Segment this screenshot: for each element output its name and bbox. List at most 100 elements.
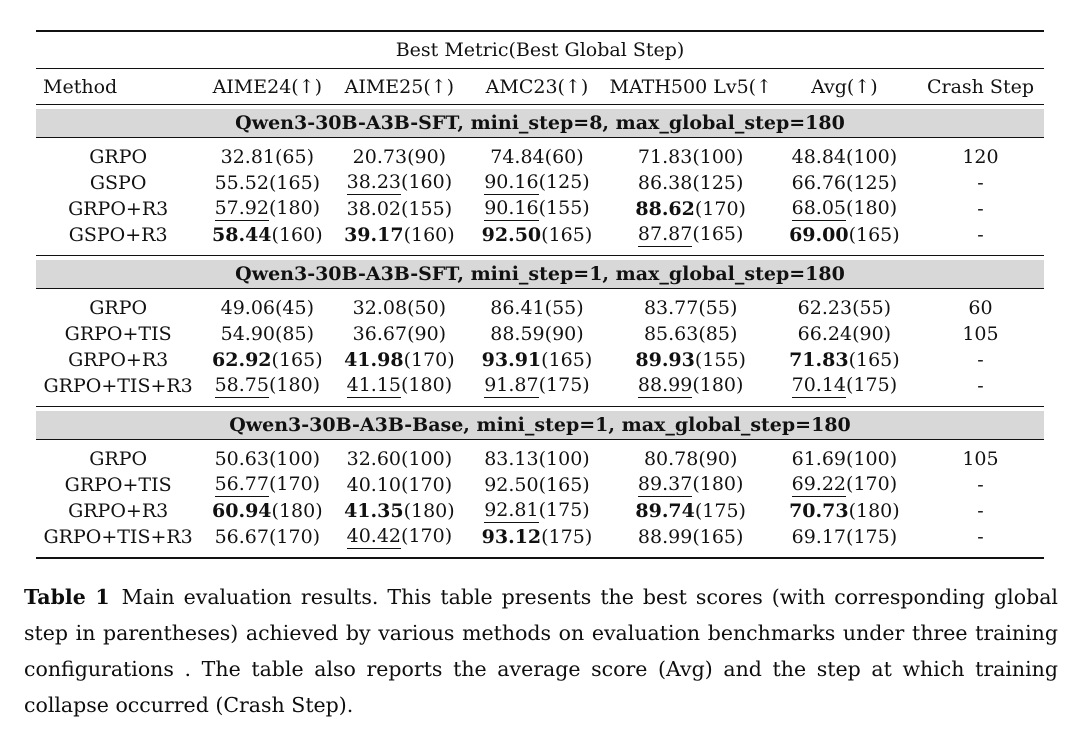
metric-value: 92.50 <box>481 223 542 246</box>
metric-step: (125) <box>538 170 590 193</box>
metric-step: (175) <box>846 373 898 396</box>
metric-step: (165) <box>848 348 900 371</box>
metric-step: (85) <box>275 322 315 345</box>
metric-cell: 92.81(175) <box>464 498 609 524</box>
metric-step: (125) <box>846 171 898 194</box>
table-row: GRPO+TIS 56.77(170) 40.10(170) 92.50(165) 89… <box>36 472 1044 498</box>
method-cell: GRPO+R3 <box>68 349 169 371</box>
metric-step: (165) <box>541 223 593 246</box>
metric-value: 86.41 <box>490 296 545 319</box>
crash-step-cell: - <box>977 474 984 496</box>
metric-value: 70.73 <box>789 499 849 522</box>
metric-cell: 40.42(170) <box>334 524 464 557</box>
metric-cell: 85.63(85) <box>610 321 772 347</box>
metric-value: 41.98 <box>344 348 404 371</box>
method-cell: GRPO+TIS <box>64 474 172 496</box>
table-row: GRPO+TIS+R3 56.67(170) 40.42(170) 93.12(175… <box>36 524 1044 557</box>
metric-cell: 58.44(160) <box>200 222 335 256</box>
table-row: GRPO+R3 57.92(180) 38.02(155) 90.16(155) 88.… <box>36 196 1044 222</box>
metric-step: (160) <box>403 223 455 246</box>
metric-cell: 41.15(180) <box>334 373 465 407</box>
metric-step: (45) <box>275 296 315 319</box>
metric-value: 50.63 <box>214 447 269 470</box>
section-header-row: Qwen3-30B-A3B-Base, mini_step=1, max_glo… <box>36 407 1044 440</box>
metric-value: 87.87 <box>637 223 693 248</box>
metric-cell: 57.92(180) <box>200 196 334 222</box>
metric-cell: 62.23(55) <box>772 289 917 321</box>
metric-step: (175) <box>846 525 898 548</box>
metric-value: 69.22 <box>791 473 847 498</box>
metric-cell: 38.23(160) <box>334 170 464 196</box>
metric-value: 66.76 <box>791 171 847 194</box>
metric-value: 58.44 <box>212 223 272 246</box>
page: Best Metric(Best Global Step) Method AIME… <box>0 30 1080 729</box>
metric-step: (180) <box>846 196 898 219</box>
column-header-method: Method <box>36 69 201 105</box>
metric-cell: 89.74(175) <box>610 498 772 524</box>
metric-value: 41.15 <box>346 374 402 399</box>
metric-cell: 90.16(155) <box>464 196 609 222</box>
metric-step: (90) <box>852 322 892 345</box>
method-cell: GSPO <box>89 172 147 194</box>
metric-step: (100) <box>401 447 453 470</box>
metric-cell: 71.83(100) <box>610 138 772 170</box>
column-header-avg: Avg(↑) <box>771 69 917 105</box>
metric-step: (170) <box>401 473 453 496</box>
metric-step: (170) <box>268 525 321 548</box>
section-header: Qwen3-30B-A3B-SFT, mini_step=1, max_glob… <box>36 256 1044 289</box>
metric-cell: 32.08(50) <box>334 289 464 321</box>
metric-step: (155) <box>401 197 453 220</box>
metric-value: 88.59 <box>490 322 545 345</box>
metric-cell: 49.06(45) <box>200 289 334 321</box>
table-row: GSPO 55.52(165) 38.23(160) 90.16(125) 86.38(… <box>36 170 1044 196</box>
method-cell: GRPO <box>89 297 148 319</box>
method-cell: GRPO <box>89 146 148 168</box>
metric-value: 60.94 <box>212 499 272 522</box>
metric-step: (100) <box>268 447 321 470</box>
metric-cell: 68.05(180) <box>772 196 917 222</box>
metric-value: 32.60 <box>346 447 402 470</box>
metric-cell: 93.12(175) <box>464 524 609 557</box>
metric-step: (165) <box>692 525 744 548</box>
table-row: GRPO+TIS 54.90(85) 36.67(90) 88.59(90) 85.63… <box>36 321 1044 347</box>
metric-step: (155) <box>694 348 746 371</box>
metric-step: (100) <box>538 447 590 470</box>
metric-cell: 87.87(165) <box>609 222 772 256</box>
metric-cell: 62.92(165) <box>200 347 334 373</box>
metric-value: 85.63 <box>643 322 699 345</box>
metric-cell: 89.93(155) <box>610 347 772 373</box>
metric-value: 93.12 <box>481 525 542 548</box>
metric-value: 66.24 <box>797 322 853 345</box>
metric-cell: 40.10(170) <box>334 472 464 498</box>
metric-cell: 56.77(170) <box>200 472 334 498</box>
column-header-crash-step: Crash Step <box>916 69 1044 105</box>
metric-cell: 58.75(180) <box>200 373 335 407</box>
metric-step: (175) <box>694 499 746 522</box>
table-title-row: Best Metric(Best Global Step) <box>36 32 1044 69</box>
metric-step: (170) <box>268 472 321 495</box>
crash-step-cell: - <box>977 526 984 548</box>
metric-value: 88.99 <box>637 525 693 548</box>
metric-value: 68.05 <box>791 197 847 222</box>
metric-cell: 70.14(175) <box>771 373 917 407</box>
table-row: GRPO 49.06(45) 32.08(50) 86.41(55) 83.77(55)… <box>36 289 1044 321</box>
metric-value: 61.69 <box>791 447 847 470</box>
metric-step: (165) <box>541 348 593 371</box>
method-cell: GRPO+TIS+R3 <box>43 526 193 548</box>
metric-cell: 83.13(100) <box>464 440 609 472</box>
metric-cell: 69.00(165) <box>771 222 917 256</box>
metric-value: 92.50 <box>484 473 539 496</box>
metric-value: 49.06 <box>220 296 276 319</box>
metric-step: (170) <box>401 524 453 547</box>
metric-step: (180) <box>271 499 323 522</box>
table-row: GRPO+TIS+R3 58.75(180) 41.15(180) 91.87(175… <box>36 373 1044 407</box>
metric-step: (55) <box>852 296 892 319</box>
caption-label: Table 1 <box>24 585 110 609</box>
metric-cell: 89.37(180) <box>610 472 772 498</box>
metric-value: 40.42 <box>346 525 402 550</box>
metric-cell: 60.94(180) <box>200 498 334 524</box>
metric-value: 36.67 <box>352 322 408 345</box>
section-header-row: Qwen3-30B-A3B-SFT, mini_step=1, max_glob… <box>36 256 1044 289</box>
metric-cell: 93.91(165) <box>464 347 609 373</box>
metric-step: (175) <box>541 525 593 548</box>
